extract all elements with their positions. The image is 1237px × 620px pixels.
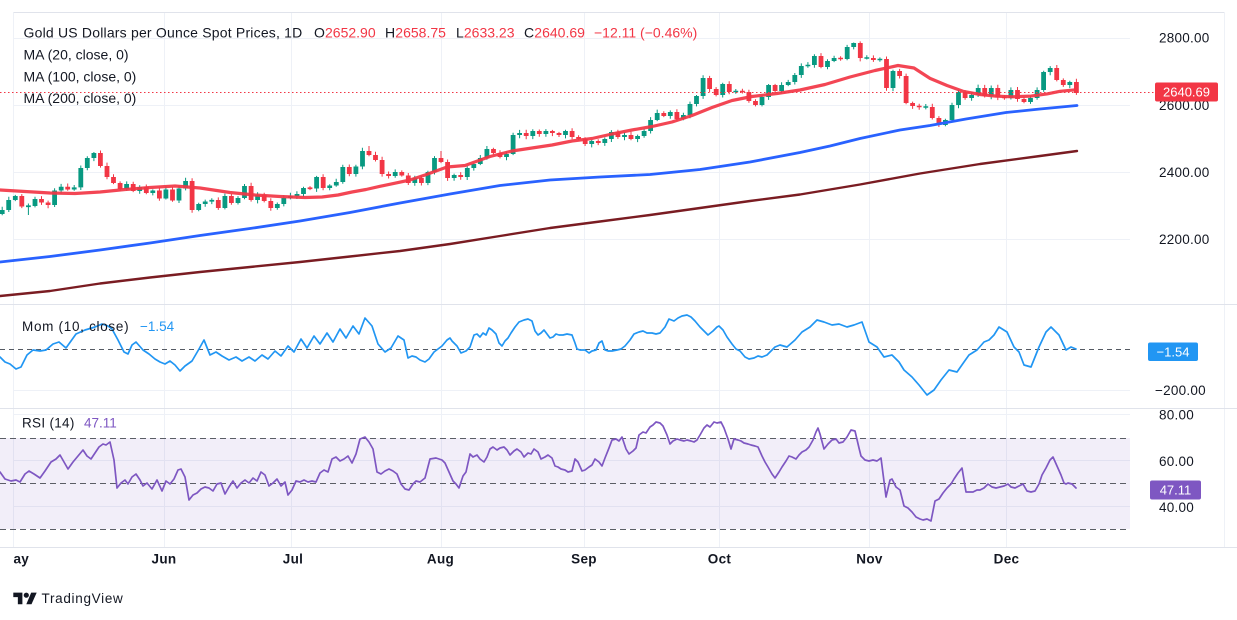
svg-text:MA (100, close, 0): MA (100, close, 0) bbox=[24, 68, 137, 84]
svg-text:−200.00: −200.00 bbox=[1155, 383, 1206, 398]
svg-text:Aug: Aug bbox=[427, 552, 454, 567]
svg-text:60.00: 60.00 bbox=[1159, 454, 1194, 469]
svg-text:2640.69: 2640.69 bbox=[1163, 85, 1210, 100]
svg-text:Sep: Sep bbox=[571, 552, 597, 567]
svg-text:RSI (14): RSI (14) bbox=[22, 416, 75, 431]
svg-text:2400.00: 2400.00 bbox=[1159, 165, 1210, 180]
svg-text:TradingView: TradingView bbox=[42, 591, 124, 606]
svg-text:Oct: Oct bbox=[708, 552, 732, 567]
svg-text:Jul: Jul bbox=[283, 552, 303, 567]
svg-text:MA (20, close, 0): MA (20, close, 0) bbox=[24, 46, 129, 62]
svg-text:Jun: Jun bbox=[152, 552, 177, 567]
svg-text:2652.90: 2652.90 bbox=[325, 24, 376, 40]
svg-text:−1.54: −1.54 bbox=[1157, 344, 1190, 359]
svg-text:2200.00: 2200.00 bbox=[1159, 232, 1210, 247]
svg-text:Dec: Dec bbox=[994, 552, 1020, 567]
svg-text:40.00: 40.00 bbox=[1159, 500, 1194, 515]
svg-text:Mom (10, close): Mom (10, close) bbox=[22, 319, 129, 334]
svg-text:Nov: Nov bbox=[856, 552, 883, 567]
svg-text:H: H bbox=[385, 24, 395, 40]
svg-text:L: L bbox=[456, 24, 464, 40]
svg-text:2633.23: 2633.23 bbox=[464, 24, 515, 40]
svg-text:2800.00: 2800.00 bbox=[1159, 31, 1210, 46]
svg-text:47.11: 47.11 bbox=[1160, 483, 1192, 498]
svg-text:C: C bbox=[524, 24, 534, 40]
svg-text:−12.11 (−0.46%): −12.11 (−0.46%) bbox=[594, 24, 697, 40]
svg-text:Gold US Dollars per Ounce Spot: Gold US Dollars per Ounce Spot Prices, 1… bbox=[24, 24, 303, 40]
svg-text:80.00: 80.00 bbox=[1159, 408, 1194, 423]
svg-text:2658.75: 2658.75 bbox=[395, 24, 446, 40]
svg-text:−1.54: −1.54 bbox=[140, 319, 175, 334]
svg-text:47.11: 47.11 bbox=[84, 416, 117, 431]
svg-text:2600.00: 2600.00 bbox=[1159, 98, 1210, 113]
svg-text:O: O bbox=[314, 24, 325, 40]
svg-text:ay: ay bbox=[14, 552, 30, 567]
svg-text:2640.69: 2640.69 bbox=[534, 24, 585, 40]
svg-text:MA (200, close, 0): MA (200, close, 0) bbox=[24, 90, 137, 106]
